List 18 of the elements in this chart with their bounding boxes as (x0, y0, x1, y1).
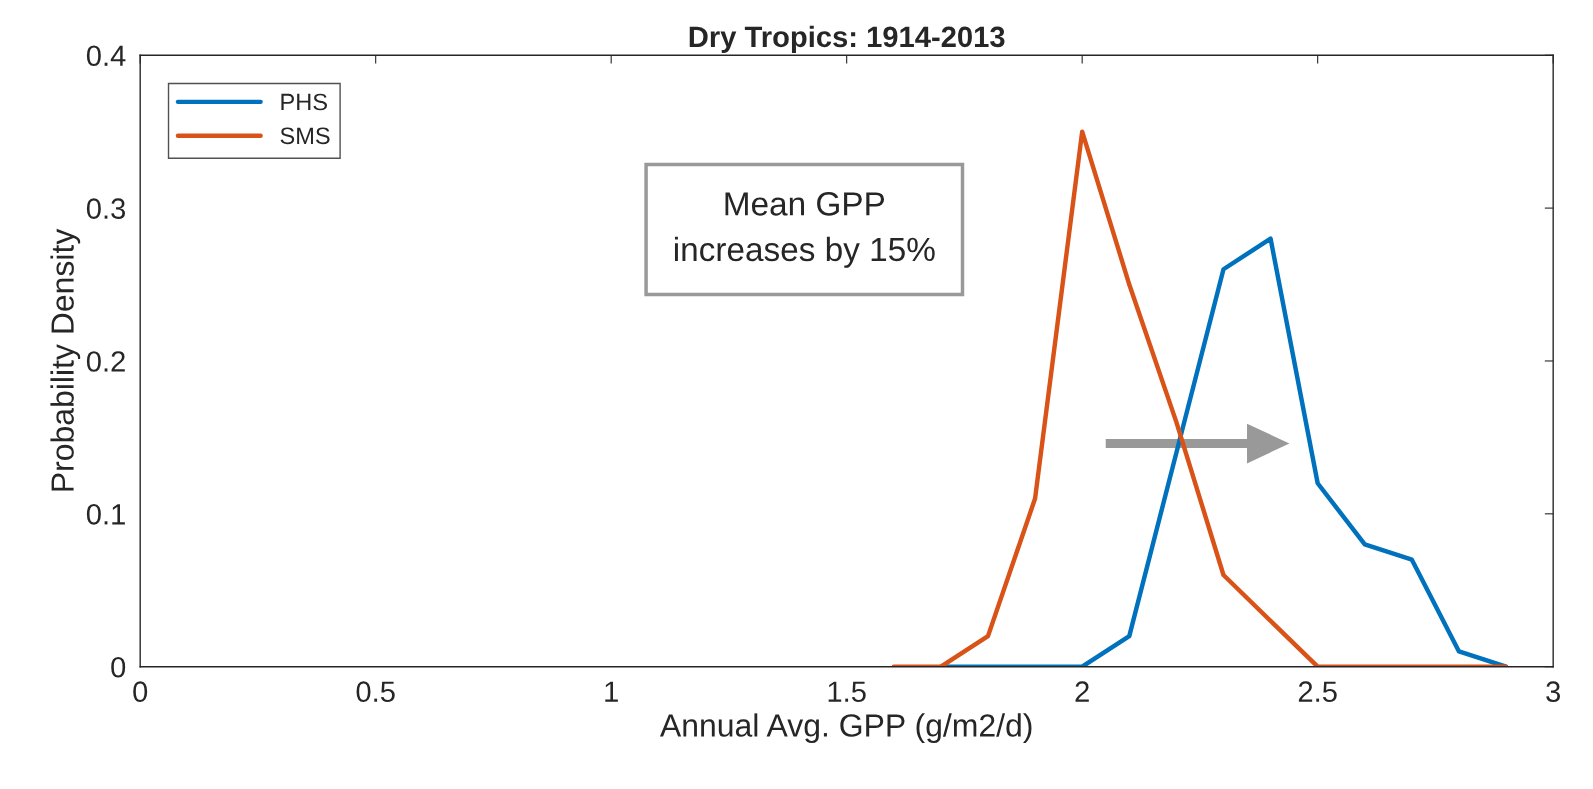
x-tick-label: 1.5 (828, 681, 866, 703)
x-tick-label: 0.5 (356, 681, 395, 703)
y-tick-label: 0 (111, 656, 126, 678)
legend-label: PHS (281, 93, 327, 111)
legend-label: SMS (280, 127, 330, 145)
x-tick-label: 3 (1546, 681, 1560, 703)
y-tick-label: 0.3 (86, 198, 126, 219)
x-axis-title: Annual Avg. GPP (g/m2/d) (659, 713, 1032, 744)
y-axis-title: Probability Density (50, 228, 81, 491)
annotation: Mean GPP increases by 15% (674, 192, 935, 268)
x-tick-label: 0 (133, 681, 148, 703)
y-tick-label: 0.4 (86, 45, 126, 67)
x-tick-label: 1 (605, 681, 618, 702)
x-tick-label: 2.5 (1298, 681, 1337, 703)
y-tick-label: 0.1 (86, 504, 125, 525)
x-tick-label: 2 (1075, 681, 1089, 702)
chart-title: Dry Tropics: 1914-2013 (689, 25, 1005, 53)
y-tick-label: 0.2 (86, 351, 125, 372)
